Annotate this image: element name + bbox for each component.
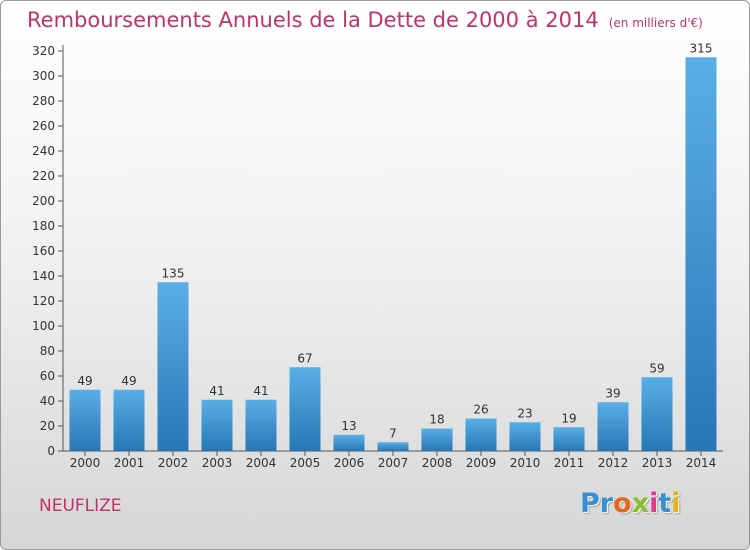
data-label: 23 <box>517 406 532 420</box>
x-tick-label: 2007 <box>378 456 409 470</box>
x-tick-label: 2005 <box>290 456 321 470</box>
data-label: 26 <box>473 403 488 417</box>
x-tick-label: 2000 <box>70 456 101 470</box>
x-tick-label: 2003 <box>202 456 233 470</box>
x-tick-label: 2010 <box>510 456 541 470</box>
y-tick-label: 0 <box>47 444 55 458</box>
x-tick-label: 2011 <box>554 456 585 470</box>
data-label: 7 <box>389 426 397 440</box>
data-label: 13 <box>341 419 356 433</box>
bar-2004 <box>245 399 277 451</box>
unit-note: (en milliers d'€) <box>608 16 703 30</box>
proxiti-logo: Proxiti <box>580 488 681 519</box>
chart-title: Remboursements Annuels de la Dette de 20… <box>27 8 703 32</box>
bar-2008 <box>421 428 453 451</box>
y-tick-label: 140 <box>32 269 55 283</box>
data-label: 59 <box>649 361 664 375</box>
x-tick-label: 2004 <box>246 456 277 470</box>
y-tick-label: 40 <box>40 394 55 408</box>
y-tick-label: 120 <box>32 294 55 308</box>
data-label: 39 <box>605 386 620 400</box>
x-tick-label: 2008 <box>422 456 453 470</box>
bar-2009 <box>465 418 497 451</box>
logo-letter: P <box>580 488 600 519</box>
chart-title-text: Remboursements Annuels de la Dette de 20… <box>27 8 599 32</box>
bar-2003 <box>201 399 233 451</box>
data-label: 315 <box>690 41 713 55</box>
bar-2005 <box>289 367 321 451</box>
bar-2006 <box>333 434 365 451</box>
data-label: 135 <box>162 266 185 280</box>
bar-2013 <box>641 377 673 451</box>
y-tick-label: 80 <box>40 344 55 358</box>
y-tick-label: 280 <box>32 94 55 108</box>
data-label: 49 <box>121 374 136 388</box>
y-tick-label: 200 <box>32 194 55 208</box>
x-tick-label: 2012 <box>598 456 629 470</box>
y-tick-label: 220 <box>32 169 55 183</box>
data-label: 18 <box>429 413 444 427</box>
x-tick-label: 2009 <box>466 456 497 470</box>
logo-letter: t <box>658 488 672 519</box>
logo-letter: r <box>599 488 614 519</box>
y-tick-label: 240 <box>32 144 55 158</box>
y-tick-label: 160 <box>32 244 55 258</box>
bar-2007 <box>377 442 409 451</box>
x-tick-label: 2006 <box>334 456 365 470</box>
x-tick-label: 2001 <box>114 456 145 470</box>
x-tick-label: 2013 <box>642 456 673 470</box>
logo-letter: i <box>649 488 659 519</box>
y-tick-label: 180 <box>32 219 55 233</box>
data-label: 41 <box>209 384 224 398</box>
y-tick-label: 320 <box>32 44 55 58</box>
logo-letter: i <box>671 488 681 519</box>
logo-letter: x <box>631 488 650 519</box>
data-label: 41 <box>253 384 268 398</box>
x-tick-label: 2014 <box>686 456 717 470</box>
y-tick-label: 260 <box>32 119 55 133</box>
y-tick-label: 60 <box>40 369 55 383</box>
bar-2014 <box>685 57 717 451</box>
y-tick-label: 100 <box>32 319 55 333</box>
bar-2012 <box>597 402 629 451</box>
data-label: 49 <box>77 374 92 388</box>
bar-2001 <box>113 389 145 451</box>
y-tick-label: 300 <box>32 69 55 83</box>
bar-2010 <box>509 422 541 451</box>
data-label: 67 <box>297 351 312 365</box>
y-tick-label: 20 <box>40 419 55 433</box>
logo-letter: o <box>613 488 632 519</box>
x-tick-label: 2002 <box>158 456 189 470</box>
data-label: 19 <box>561 411 576 425</box>
bar-2002 <box>157 282 189 451</box>
bar-2000 <box>69 389 101 451</box>
bar-2011 <box>553 427 585 451</box>
commune-name: NEUFLIZE <box>39 496 122 516</box>
